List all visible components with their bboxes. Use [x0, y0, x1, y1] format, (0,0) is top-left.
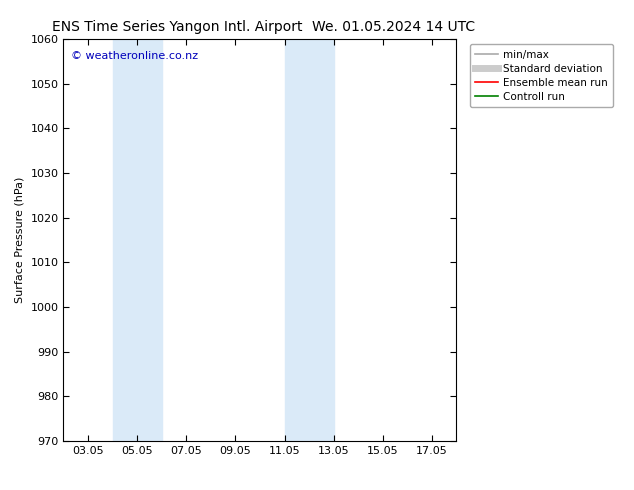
Legend: min/max, Standard deviation, Ensemble mean run, Controll run: min/max, Standard deviation, Ensemble me… — [470, 45, 613, 107]
Text: © weatheronline.co.nz: © weatheronline.co.nz — [71, 51, 198, 61]
Text: We. 01.05.2024 14 UTC: We. 01.05.2024 14 UTC — [311, 20, 475, 34]
Bar — [285, 39, 333, 441]
Y-axis label: Surface Pressure (hPa): Surface Pressure (hPa) — [15, 177, 25, 303]
Bar — [113, 39, 162, 441]
Text: ENS Time Series Yangon Intl. Airport: ENS Time Series Yangon Intl. Airport — [52, 20, 303, 34]
